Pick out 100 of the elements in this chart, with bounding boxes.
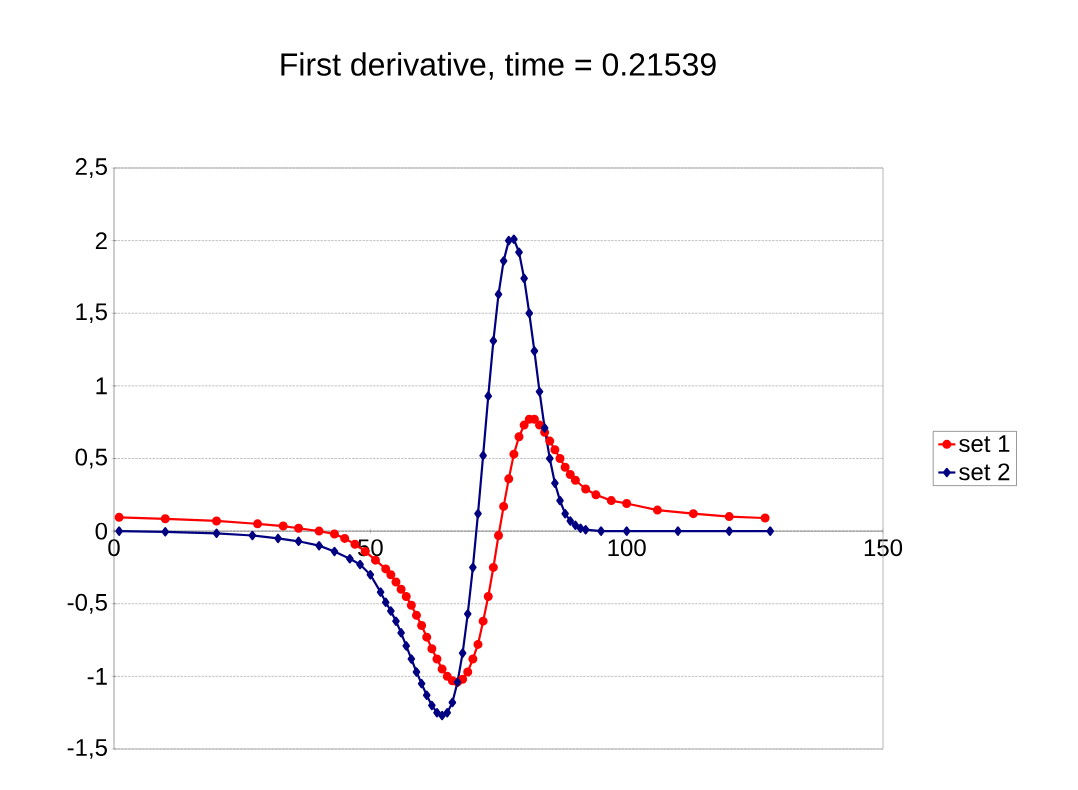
point <box>474 508 482 519</box>
point <box>525 308 534 318</box>
y-tick-label: 1 <box>96 377 107 395</box>
point <box>381 564 391 574</box>
point <box>422 632 432 642</box>
point <box>494 289 503 300</box>
point <box>488 562 498 572</box>
point <box>407 654 416 664</box>
point <box>652 505 662 515</box>
point <box>212 528 221 538</box>
point <box>555 454 565 463</box>
point <box>674 526 682 536</box>
point <box>366 570 375 580</box>
point <box>437 664 447 674</box>
point <box>315 540 323 551</box>
point <box>566 516 575 526</box>
point <box>294 536 303 546</box>
point <box>504 235 513 246</box>
y-tick-label: 0 <box>95 522 108 540</box>
point <box>545 453 554 464</box>
point <box>565 469 575 479</box>
point <box>432 654 442 664</box>
point <box>433 707 441 718</box>
legend-label: set 2 <box>959 463 1010 481</box>
point <box>458 648 467 658</box>
point <box>161 527 170 537</box>
point <box>428 700 436 711</box>
point <box>535 386 544 397</box>
point <box>510 234 518 244</box>
point <box>581 524 590 535</box>
point <box>314 526 324 536</box>
point <box>212 516 222 526</box>
point <box>494 530 504 540</box>
point <box>550 445 560 455</box>
point <box>597 526 605 536</box>
point <box>468 654 478 664</box>
point <box>622 499 632 509</box>
point <box>248 530 257 541</box>
point <box>591 490 601 500</box>
point <box>381 597 390 607</box>
point <box>356 559 364 570</box>
point <box>376 587 385 597</box>
point <box>606 496 616 506</box>
point <box>443 707 452 718</box>
point <box>571 520 580 531</box>
point <box>438 710 446 721</box>
legend-label: set 1 <box>959 435 1010 453</box>
point <box>509 449 519 459</box>
point <box>396 584 406 594</box>
point <box>556 495 564 506</box>
point <box>519 420 529 430</box>
point <box>427 644 437 654</box>
point <box>406 600 416 610</box>
point <box>724 512 734 522</box>
point <box>561 508 569 519</box>
point <box>540 423 549 433</box>
point <box>766 526 775 536</box>
point <box>545 436 555 446</box>
point <box>483 591 493 601</box>
point <box>499 256 508 266</box>
point <box>463 667 473 677</box>
point <box>688 509 698 519</box>
point <box>340 533 350 543</box>
point <box>458 674 468 684</box>
point <box>473 639 483 649</box>
point <box>520 273 528 284</box>
point <box>499 501 509 511</box>
point <box>515 247 523 257</box>
point <box>530 346 539 356</box>
y-tick-label: 2 <box>95 232 107 249</box>
point <box>253 519 263 529</box>
point <box>417 621 427 631</box>
x-tick-label: 100 <box>608 539 646 557</box>
point <box>411 610 421 620</box>
point <box>725 526 734 536</box>
point <box>622 526 631 536</box>
point <box>463 609 472 619</box>
point <box>386 570 396 580</box>
point <box>402 641 411 651</box>
point <box>489 336 498 346</box>
point <box>417 678 426 689</box>
point <box>560 462 570 472</box>
point <box>397 628 405 638</box>
y-tick-label: 0,5 <box>75 448 107 469</box>
point <box>479 450 487 461</box>
y-tick-label: 1,5 <box>76 303 107 324</box>
point <box>278 521 288 531</box>
point <box>160 514 170 524</box>
point <box>484 391 493 401</box>
y-tick-label: -1,5 <box>67 739 107 759</box>
point <box>581 484 591 494</box>
point <box>392 616 400 626</box>
point <box>422 690 431 700</box>
point <box>329 529 339 539</box>
point <box>504 474 514 484</box>
chart-title: First derivative, time = 0.21539 <box>281 52 716 80</box>
point <box>576 523 585 533</box>
point <box>294 523 304 533</box>
point <box>387 606 395 616</box>
point <box>115 526 123 536</box>
